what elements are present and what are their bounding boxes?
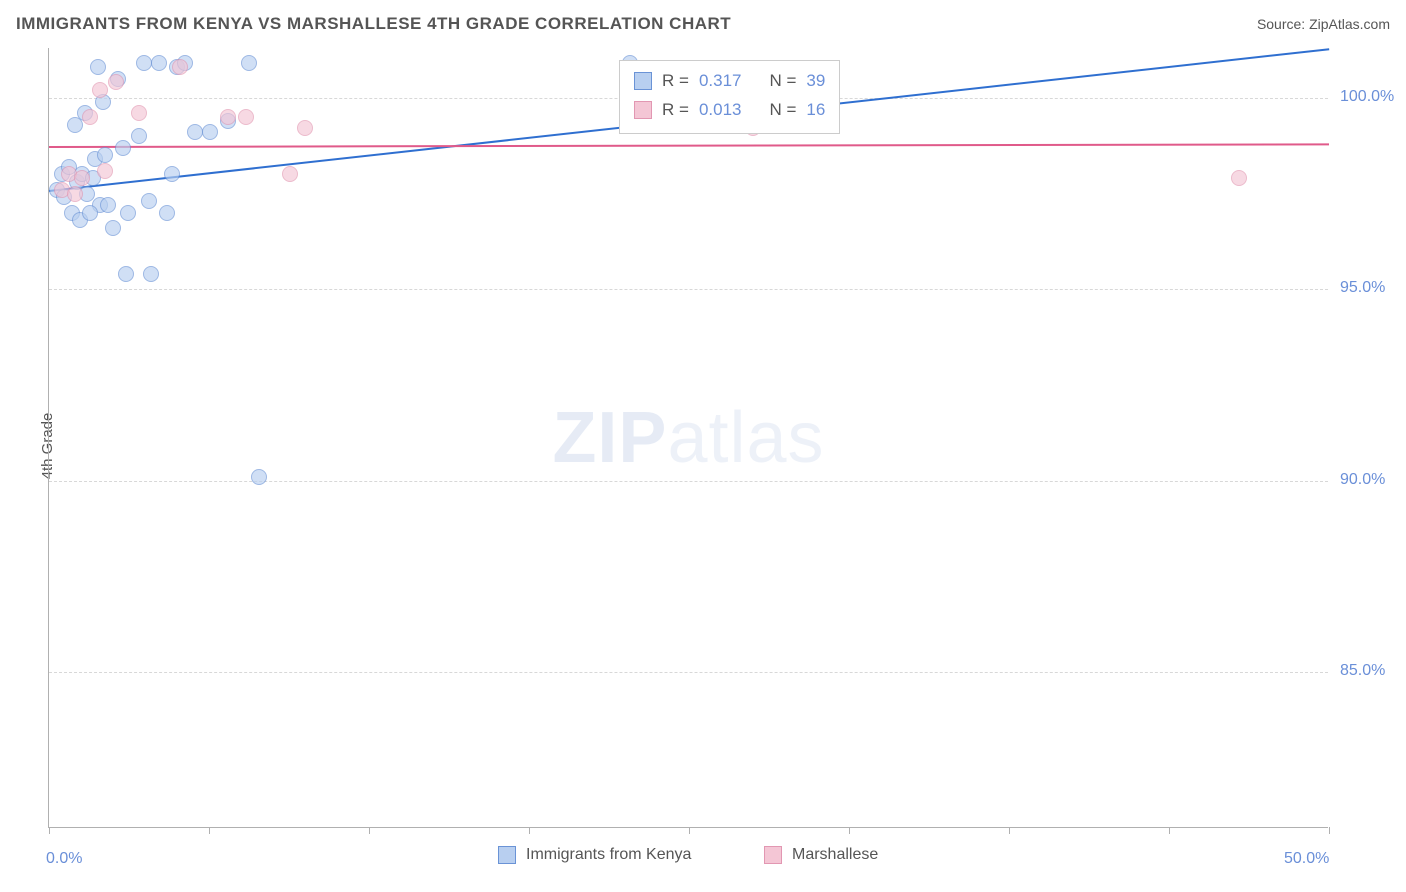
chart-header: IMMIGRANTS FROM KENYA VS MARSHALLESE 4TH… — [16, 14, 1390, 34]
scatter-point — [92, 82, 108, 98]
scatter-plot-area: ZIPatlas R = 0.317 N = 39 R = 0.013 N = 16 — [48, 48, 1328, 828]
x-tick-label: 50.0% — [1284, 850, 1329, 868]
chart-source: Source: ZipAtlas.com — [1257, 16, 1390, 32]
scatter-point — [74, 170, 90, 186]
x-tick — [1329, 827, 1330, 834]
scatter-point — [67, 186, 83, 202]
r-label: R = — [662, 67, 689, 96]
scatter-point — [151, 55, 167, 71]
watermark-light: atlas — [667, 398, 824, 478]
x-tick — [1169, 827, 1170, 834]
legend-swatch — [634, 101, 652, 119]
scatter-point — [120, 205, 136, 221]
y-tick-label: 100.0% — [1340, 88, 1394, 106]
scatter-point — [141, 193, 157, 209]
scatter-point — [97, 163, 113, 179]
scatter-point — [100, 197, 116, 213]
scatter-point — [187, 124, 203, 140]
scatter-point — [97, 147, 113, 163]
scatter-point — [82, 109, 98, 125]
n-value: 39 — [806, 67, 825, 96]
chart-title: IMMIGRANTS FROM KENYA VS MARSHALLESE 4TH… — [16, 14, 731, 34]
stats-row: R = 0.013 N = 16 — [634, 96, 825, 125]
x-tick-label: 0.0% — [46, 850, 82, 868]
scatter-point — [159, 205, 175, 221]
trend-line — [49, 143, 1329, 148]
scatter-point — [131, 128, 147, 144]
scatter-point — [136, 55, 152, 71]
scatter-point — [238, 109, 254, 125]
gridline-horizontal — [49, 289, 1328, 290]
r-label: R = — [662, 96, 689, 125]
legend-swatch — [764, 846, 782, 864]
r-value: 0.013 — [699, 96, 742, 125]
scatter-point — [172, 59, 188, 75]
n-label: N = — [769, 67, 796, 96]
scatter-point — [108, 74, 124, 90]
n-label: N = — [769, 96, 796, 125]
legend-item: Immigrants from Kenya — [498, 846, 691, 864]
y-tick-label: 85.0% — [1340, 662, 1385, 680]
watermark: ZIPatlas — [552, 397, 824, 479]
scatter-point — [1231, 170, 1247, 186]
x-tick — [49, 827, 50, 834]
x-tick — [849, 827, 850, 834]
legend-swatch — [498, 846, 516, 864]
source-name: ZipAtlas.com — [1309, 16, 1390, 32]
stats-row: R = 0.317 N = 39 — [634, 67, 825, 96]
scatter-point — [251, 469, 267, 485]
gridline-horizontal — [49, 481, 1328, 482]
x-tick — [209, 827, 210, 834]
legend-label: Immigrants from Kenya — [526, 846, 691, 864]
gridline-horizontal — [49, 672, 1328, 673]
source-prefix: Source: — [1257, 16, 1309, 32]
correlation-stats-box: R = 0.317 N = 39 R = 0.013 N = 16 — [619, 60, 840, 134]
scatter-point — [164, 166, 180, 182]
x-tick — [529, 827, 530, 834]
scatter-point — [131, 105, 147, 121]
scatter-point — [115, 140, 131, 156]
x-tick — [369, 827, 370, 834]
y-tick-label: 95.0% — [1340, 279, 1385, 297]
watermark-bold: ZIP — [552, 398, 667, 478]
scatter-point — [282, 166, 298, 182]
scatter-point — [220, 109, 236, 125]
scatter-point — [105, 220, 121, 236]
legend-item: Marshallese — [764, 846, 878, 864]
scatter-point — [241, 55, 257, 71]
legend-swatch — [634, 72, 652, 90]
scatter-point — [143, 266, 159, 282]
scatter-point — [297, 120, 313, 136]
scatter-point — [202, 124, 218, 140]
scatter-point — [118, 266, 134, 282]
scatter-point — [82, 205, 98, 221]
x-tick — [1009, 827, 1010, 834]
scatter-point — [90, 59, 106, 75]
r-value: 0.317 — [699, 67, 742, 96]
legend-label: Marshallese — [792, 846, 878, 864]
n-value: 16 — [806, 96, 825, 125]
y-tick-label: 90.0% — [1340, 471, 1385, 489]
x-tick — [689, 827, 690, 834]
